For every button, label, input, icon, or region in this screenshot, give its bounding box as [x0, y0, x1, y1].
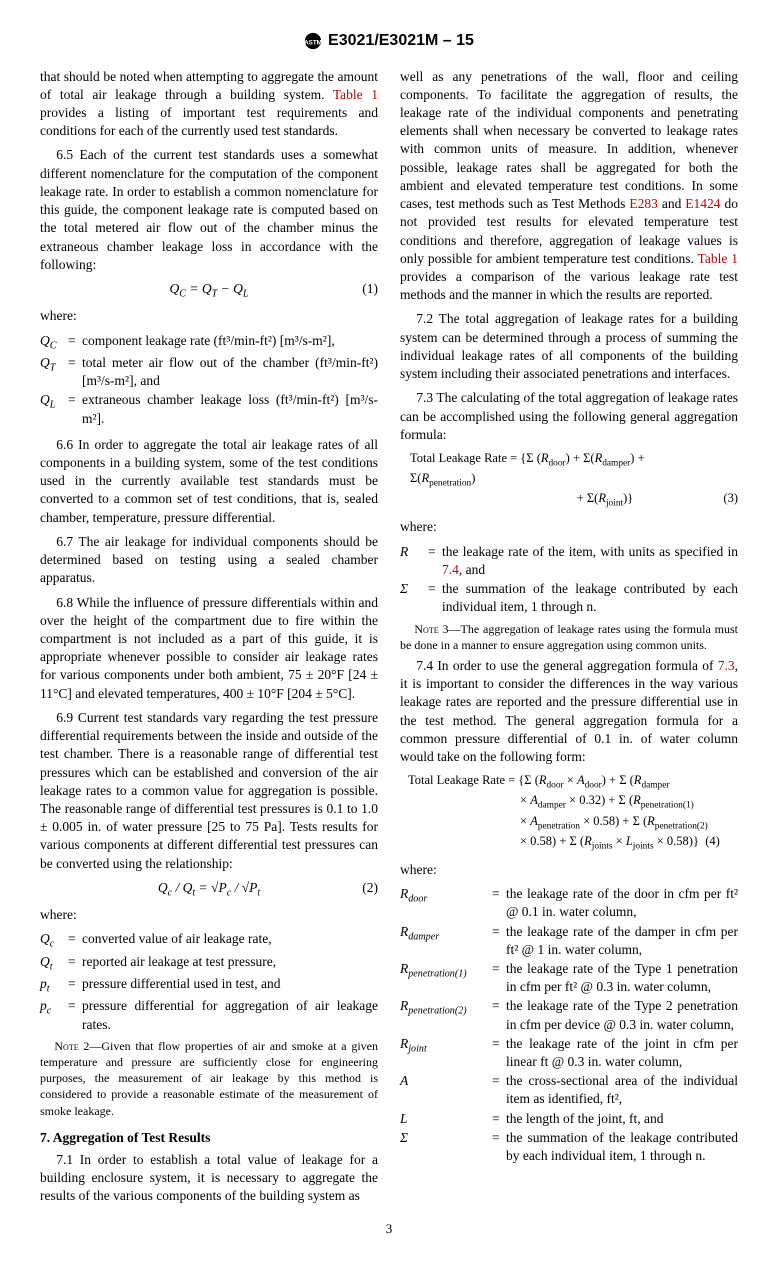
- page-header: ASTM E3021/E3021M – 15: [40, 30, 738, 52]
- para-6-5: 6.5 Each of the current test standards u…: [40, 146, 378, 274]
- section-7-title: 7. Aggregation of Test Results: [40, 1129, 378, 1147]
- para-7-1: 7.1 In order to establish a total value …: [40, 1151, 378, 1206]
- para-6-6: 6.6 In order to aggregate the total air …: [40, 436, 378, 527]
- where-rdamper: Rdamper= the leakage rate of the damper …: [400, 923, 738, 959]
- para-6-7: 6.7 The air leakage for individual compo…: [40, 533, 378, 588]
- where-label-2: where:: [40, 906, 378, 924]
- designation: E3021/E3021M – 15: [328, 30, 474, 52]
- para-7-4: 7.4 In order to use the general aggregat…: [400, 657, 738, 766]
- astm-logo-icon: ASTM: [304, 32, 322, 50]
- para-7-1-cont: well as any penetrations of the wall, fl…: [400, 68, 738, 305]
- where-r: R= the leakage rate of the item, with un…: [400, 543, 738, 579]
- note-2: Note 2—Given that flow properties of air…: [40, 1038, 378, 1119]
- page-number: 3: [40, 1220, 738, 1238]
- link-table-1b[interactable]: Table 1: [698, 251, 738, 266]
- where-sigma2: Σ= the summation of the leakage contribu…: [400, 1129, 738, 1165]
- where-rdoor: Rdoor= the leakage rate of the door in c…: [400, 885, 738, 921]
- where-rjoint: Rjoint= the leakage rate of the joint in…: [400, 1035, 738, 1071]
- equation-4: Total Leakage Rate = {Σ (Rdoor × Adoor) …: [400, 772, 738, 853]
- where-label-3: where:: [400, 518, 738, 536]
- where-pc: pc= pressure differential for aggregatio…: [40, 997, 378, 1033]
- link-7-4[interactable]: 7.4: [442, 562, 459, 577]
- where-qc: QC= component leakage rate (ft³/min-ft²)…: [40, 332, 378, 353]
- svg-text:ASTM: ASTM: [304, 39, 322, 46]
- para-6-9: 6.9 Current test standards vary regardin…: [40, 709, 378, 873]
- para-7-3: 7.3 The calculating of the total aggrega…: [400, 389, 738, 444]
- para-6-8: 6.8 While the influence of pressure diff…: [40, 594, 378, 703]
- link-7-3[interactable]: 7.3: [718, 658, 735, 673]
- equation-2: Qc / Qt = √Pc / √Pt (2): [40, 879, 378, 900]
- where-pt: pt= pressure differential used in test, …: [40, 975, 378, 996]
- equation-3: Total Leakage Rate = {Σ (Rdoor) + Σ(Rdam…: [400, 450, 738, 510]
- link-table-1[interactable]: Table 1: [333, 87, 378, 102]
- body-columns: that should be noted when attempting to …: [40, 68, 738, 1206]
- where-sigma: Σ= the summation of the leakage contribu…: [400, 580, 738, 616]
- where-rpen2: Rpenetration(2)= the leakage rate of the…: [400, 997, 738, 1033]
- where-qt: QT= total meter air flow out of the cham…: [40, 354, 378, 390]
- where-l: L= the length of the joint, ft, and: [400, 1110, 738, 1128]
- note-3: Note 3—The aggregation of leakage rates …: [400, 621, 738, 653]
- para-7-2: 7.2 The total aggregation of leakage rat…: [400, 310, 738, 383]
- where-label-4: where:: [400, 861, 738, 879]
- link-e283[interactable]: E283: [629, 196, 658, 211]
- equation-1: QC = QT − QL (1): [40, 280, 378, 301]
- link-e1424[interactable]: E1424: [685, 196, 720, 211]
- where-label-1: where:: [40, 307, 378, 325]
- where-rpen1: Rpenetration(1)= the leakage rate of the…: [400, 960, 738, 996]
- where-qt2: Qt= reported air leakage at test pressur…: [40, 953, 378, 974]
- where-ql: QL= extraneous chamber leakage loss (ft³…: [40, 391, 378, 427]
- para-intro: that should be noted when attempting to …: [40, 68, 378, 141]
- where-a: A= the cross-sectional area of the indiv…: [400, 1072, 738, 1108]
- where-qc2: Qc= converted value of air leakage rate,: [40, 930, 378, 951]
